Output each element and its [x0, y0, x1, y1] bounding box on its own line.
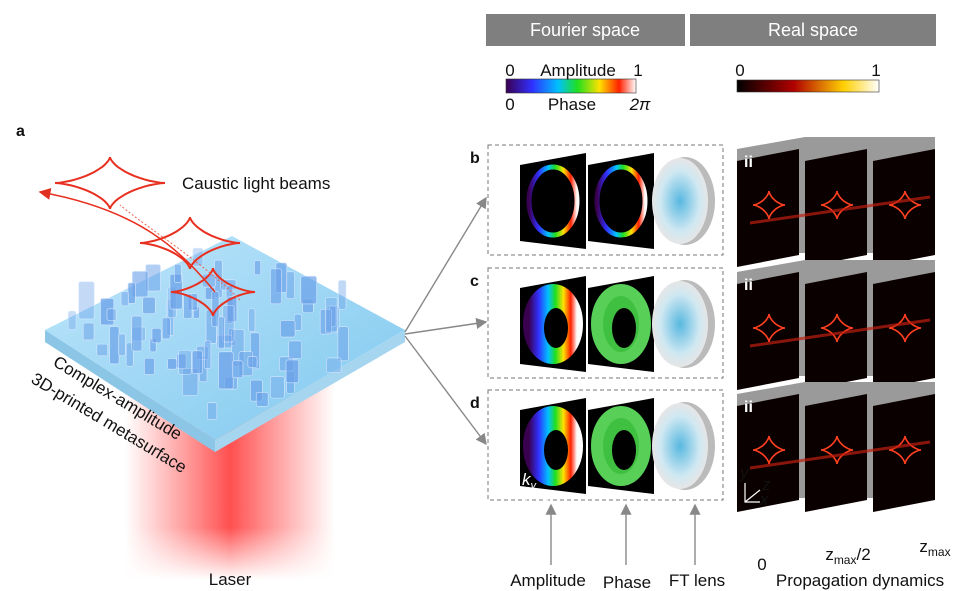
colorbar-title: Phase	[548, 95, 596, 114]
panel-a: a Caustic light beams Complex-amplitude …	[16, 123, 405, 589]
nanopillar	[162, 318, 170, 339]
nanopillar	[193, 248, 203, 266]
bottom-label: FT lens	[669, 571, 725, 590]
nanopillar	[286, 272, 294, 299]
colorbar-max: 1	[871, 61, 880, 80]
row: biii	[470, 137, 935, 267]
fourier-tag: i	[505, 154, 509, 171]
nanopillar	[270, 377, 284, 399]
nanopillar	[179, 351, 192, 375]
pattern-hole	[612, 430, 636, 470]
arrow	[405, 198, 486, 332]
figure: a Caustic light beams Complex-amplitude …	[0, 0, 971, 591]
fourier-tag: i	[505, 277, 509, 294]
colorbar-min: 0	[735, 61, 744, 80]
colorbar-max: 2π	[629, 95, 651, 114]
row-label: d	[470, 395, 480, 412]
z-tick: zmax/2	[825, 545, 870, 567]
row-label: c	[470, 273, 479, 290]
row: diii	[470, 382, 935, 512]
colorbar	[506, 79, 636, 93]
k-label: kx	[542, 488, 557, 510]
nanopillar	[218, 317, 224, 349]
nanopillar	[128, 283, 135, 304]
axis-x: x	[759, 490, 769, 509]
nanopillar	[144, 358, 154, 374]
nanopillar	[286, 360, 299, 383]
nanopillar	[254, 261, 260, 275]
bottom-label: Propagation dynamics	[776, 571, 944, 590]
colorbar-max: 1	[633, 61, 642, 80]
colorbar-min: 0	[505, 95, 514, 114]
colorbar-title: Amplitude	[540, 61, 616, 80]
nanopillar	[325, 297, 337, 333]
nanopillar	[338, 327, 348, 361]
z-tick: zmax	[919, 537, 950, 559]
nanopillar	[301, 276, 317, 304]
nanopillar	[280, 321, 295, 337]
nanopillar	[110, 327, 119, 364]
nanopillar	[121, 292, 128, 306]
header: Real space	[768, 20, 858, 40]
real-panel	[873, 272, 935, 390]
z-sub: max	[834, 553, 857, 567]
arrow	[405, 336, 486, 444]
colorbar-min: 0	[505, 61, 514, 80]
nanopillar	[97, 344, 108, 356]
real-tag: ii	[744, 277, 753, 294]
real-tag: ii	[744, 154, 753, 171]
nanopillar	[256, 392, 268, 406]
real-panel	[873, 149, 935, 267]
nanopillar	[168, 359, 177, 370]
nanopillar	[118, 334, 125, 356]
caustic	[55, 157, 165, 209]
z-base: z	[919, 537, 928, 556]
real-tag: ii	[744, 399, 753, 416]
z-suffix: /2	[856, 545, 870, 564]
ft-lens	[652, 403, 708, 489]
pattern-hole	[544, 308, 568, 348]
nanopillar	[79, 282, 94, 319]
nanopillar	[232, 361, 243, 378]
nanopillar	[219, 352, 234, 389]
nanopillar	[207, 403, 216, 420]
nanopillar	[143, 297, 156, 314]
nanopillar	[326, 358, 341, 373]
nanopillar	[152, 328, 161, 342]
nanopillar	[248, 357, 257, 368]
nanopillar	[204, 341, 211, 369]
pattern-hole	[544, 430, 568, 470]
ft-lens	[652, 158, 708, 244]
nanopillar	[192, 351, 202, 374]
nanopillar	[107, 309, 116, 321]
nanopillar	[270, 269, 281, 304]
header: Fourier space	[530, 20, 640, 40]
nanopillar	[338, 280, 346, 309]
k-axes	[526, 490, 542, 504]
beam-label: Caustic light beams	[182, 174, 330, 193]
nanopillar	[132, 316, 142, 351]
nanopillar	[174, 264, 181, 283]
nanopillar	[289, 341, 302, 359]
bottom-label: Phase	[603, 573, 651, 591]
laser-label: Laser	[209, 570, 252, 589]
row-label: b	[470, 150, 480, 167]
fourier-tag: i	[505, 399, 509, 416]
axis-y: y	[739, 463, 750, 482]
pattern-hole	[612, 308, 636, 348]
colorbar	[737, 80, 879, 92]
panel-label: a	[16, 123, 25, 140]
arrow	[405, 322, 486, 334]
z-base: z	[825, 545, 834, 564]
z-sub: max	[928, 545, 951, 559]
nanopillar	[68, 311, 76, 330]
nanopillar	[83, 323, 94, 340]
real-panel	[873, 394, 935, 512]
z-tick: 0	[757, 555, 766, 574]
ft-lens	[652, 281, 708, 367]
bottom-label: Amplitude	[510, 571, 586, 590]
nanopillar	[248, 309, 255, 332]
